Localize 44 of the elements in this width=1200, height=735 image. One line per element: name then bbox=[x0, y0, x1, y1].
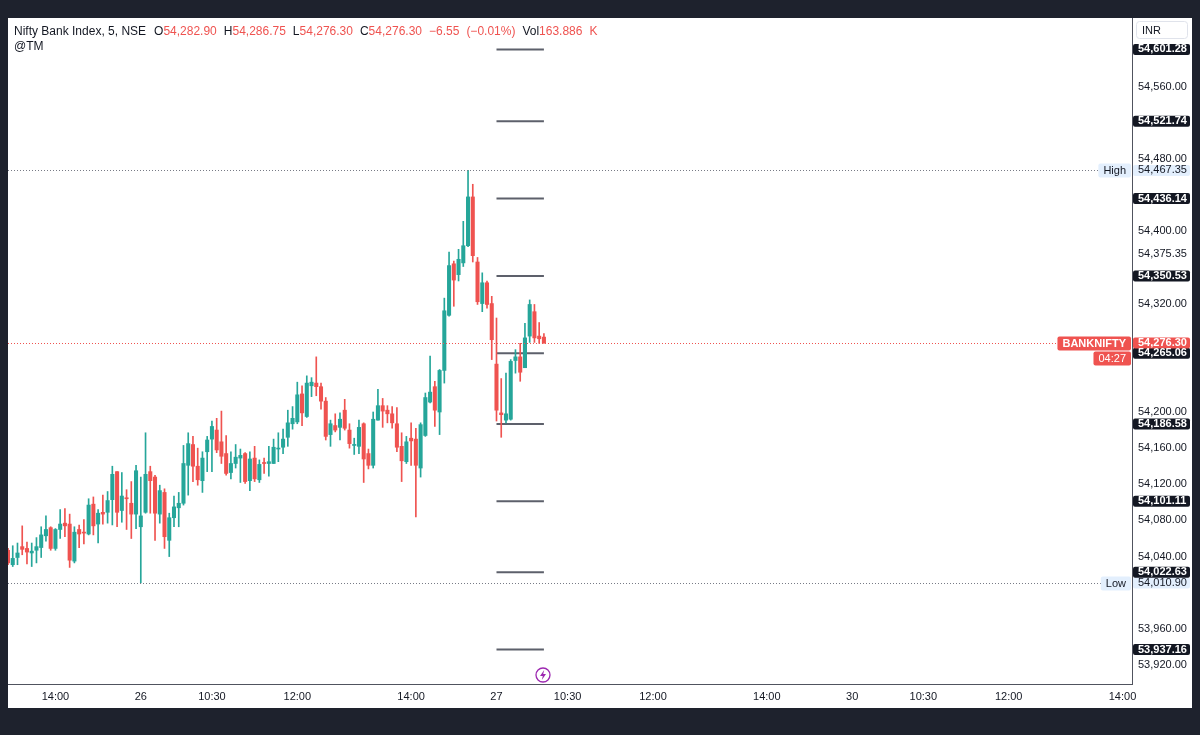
y-tick-label: 54,186.58 bbox=[1138, 417, 1187, 430]
y-tick-label: 54,375.35 bbox=[1138, 246, 1187, 259]
x-tick-label: 10:30 bbox=[909, 689, 938, 702]
y-tick-label: 54,480.00 bbox=[1138, 152, 1187, 164]
text: Nifty Bank Index, 5, NSE bbox=[14, 24, 147, 38]
y-tick-label: 54,200.00 bbox=[1138, 405, 1187, 418]
y-tick-label: 54,560.00 bbox=[1138, 79, 1187, 92]
ref-line-label: Low bbox=[1105, 577, 1127, 590]
x-tick-label: 14:00 bbox=[753, 689, 781, 702]
ref-line-label: High bbox=[1103, 164, 1126, 177]
x-tick-label: 14:00 bbox=[41, 689, 70, 702]
x-tick-label: 14:00 bbox=[1108, 689, 1137, 702]
y-tick-label: 54,276.30 bbox=[1138, 336, 1187, 349]
x-tick-label: 12:00 bbox=[283, 689, 312, 702]
x-tick-label: 30 bbox=[846, 689, 859, 702]
annotation: @TM bbox=[14, 39, 45, 54]
y-tick-label: 54,022.63 bbox=[1138, 565, 1187, 578]
x-tick-label: 10:30 bbox=[553, 689, 582, 702]
x-tick-label: 27 bbox=[490, 689, 503, 702]
y-tick-label: 54,350.53 bbox=[1138, 269, 1187, 281]
y-tick-label: 54,400.00 bbox=[1138, 224, 1187, 237]
y-tick-label: 54,101.11 bbox=[1138, 494, 1187, 507]
y-axis-title: INR bbox=[1142, 23, 1161, 36]
ref-line-label: BANKNIFTY bbox=[1062, 337, 1127, 350]
y-tick-label: 54,160.00 bbox=[1138, 441, 1187, 454]
x-tick-label: 12:00 bbox=[994, 689, 1023, 702]
x-tick-label: 14:00 bbox=[397, 689, 425, 702]
y-tick-label: 54,320.00 bbox=[1138, 296, 1187, 309]
y-tick-label: 54,080.00 bbox=[1138, 513, 1187, 526]
x-tick-label: 26 bbox=[134, 689, 147, 702]
text: O54,282.90 H54,286.75 L54,276.30 C54,276.30 −6.55 (−0.01%) Vol163.886 K bbox=[154, 24, 598, 38]
y-tick-label: 53,960.00 bbox=[1138, 621, 1187, 634]
x-tick-label: 12:00 bbox=[639, 689, 667, 702]
y-tick-label: 54,521.74 bbox=[1138, 114, 1188, 127]
y-tick-label: 53,937.16 bbox=[1138, 642, 1187, 655]
y-tick-label: 53,920.00 bbox=[1138, 658, 1187, 671]
y-tick-label: 54,467.35 bbox=[1138, 163, 1187, 176]
x-tick-label: 10:30 bbox=[198, 689, 226, 702]
y-tick-label: 54,265.06 bbox=[1138, 346, 1187, 359]
y-tick-label: 54,436.14 bbox=[1138, 191, 1188, 204]
y-tick-label: 54,601.28 bbox=[1138, 42, 1187, 55]
y-tick-label: 54,120.00 bbox=[1138, 477, 1187, 490]
y-tick-label: 54,040.00 bbox=[1138, 549, 1187, 562]
annotation: 04:27 bbox=[1098, 352, 1126, 365]
